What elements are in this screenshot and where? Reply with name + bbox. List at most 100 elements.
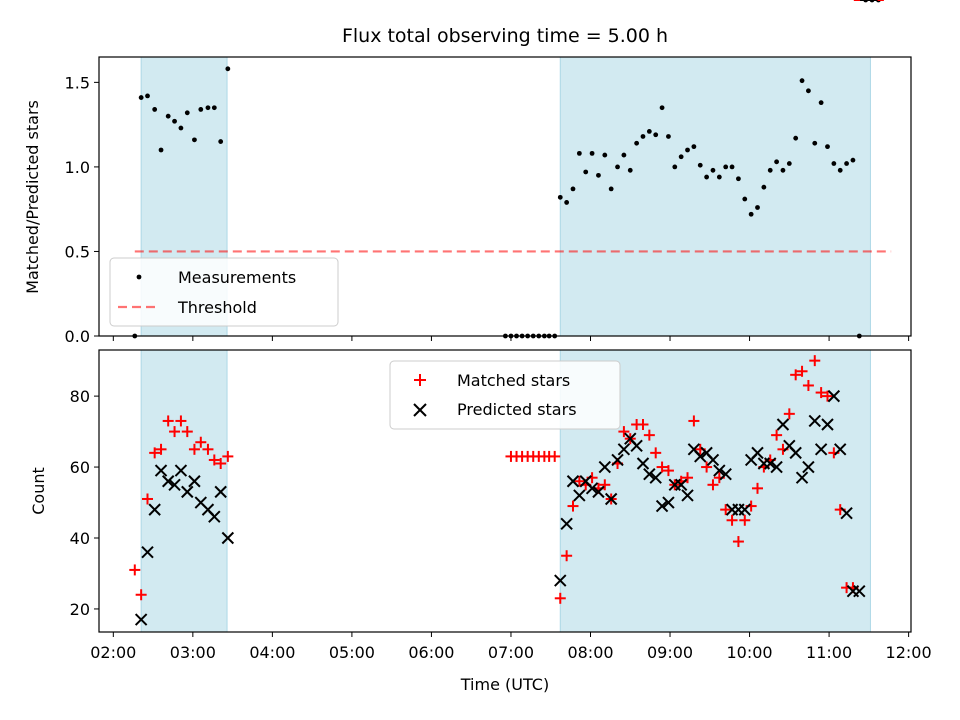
matched-star-point: [752, 482, 764, 494]
measurement-point: [192, 137, 197, 143]
predicted-star-point: [681, 489, 694, 502]
predicted-star-point: [789, 446, 802, 460]
predicted-star-point: [188, 475, 201, 488]
measurement-point: [704, 174, 710, 180]
predicted-star-point: [808, 414, 821, 428]
predicted-star-point: [674, 478, 688, 491]
matched-star-point: [618, 426, 630, 438]
matched-star-point: [222, 450, 234, 462]
predicted-star-point: [713, 464, 726, 477]
x-tick-label: 12:00: [886, 643, 932, 662]
bottom-y-axis-label: Count: [29, 467, 48, 515]
measurement-point: [755, 205, 760, 210]
measurement-point: [646, 129, 652, 134]
measurement-point: [596, 172, 601, 178]
measurement-point: [697, 162, 703, 168]
measurement-point: [806, 88, 811, 94]
predicted-star-point: [566, 475, 580, 488]
measurement-point: [818, 100, 824, 106]
x-tick-label: 10:00: [726, 643, 772, 662]
top-x-ticks: [112, 336, 910, 341]
matched-star-point: [142, 493, 154, 505]
predicted-star-point: [643, 467, 656, 481]
matched-star-point: [169, 426, 181, 438]
predicted-star-point: [592, 485, 605, 499]
top-axes-frame: [98, 56, 912, 337]
matched-star-point: [739, 514, 751, 526]
predicted-star-point: [827, 389, 841, 403]
matched-star-point: [650, 447, 662, 459]
measurement-point: [736, 176, 741, 182]
predicted-star-point: [655, 499, 669, 513]
matched-star-point: [796, 365, 808, 377]
measurement-point: [165, 113, 171, 119]
measurement-point: [653, 132, 659, 138]
matched-star-point: [783, 408, 795, 420]
measurement-point: [748, 211, 754, 217]
predicted-star-point: [604, 492, 618, 506]
measurement-point: [583, 169, 589, 175]
matched-star-point: [802, 379, 814, 391]
matched-star-point: [732, 536, 744, 548]
top-legend: Measurements Threshold: [109, 257, 339, 327]
predicted-star-point: [573, 489, 586, 502]
measurement-point: [825, 144, 830, 150]
measurement-point: [178, 125, 184, 131]
matched-star-point: [149, 447, 161, 459]
measurement-point: [557, 194, 563, 200]
matched-star-point: [688, 415, 700, 427]
matched-star-point: [129, 564, 141, 576]
matched-star-point: [701, 461, 713, 473]
measurement-point: [723, 164, 729, 170]
predicted-star-point: [649, 471, 662, 484]
predicted-star-point: [611, 453, 624, 467]
measurement-point: [634, 140, 640, 146]
predicted-star-point: [636, 457, 650, 470]
y-tick-label: 0.0: [65, 327, 90, 346]
predicted-star-point: [840, 506, 853, 520]
bottom-shaded-regions: [140, 349, 871, 633]
measurement-point: [570, 186, 576, 192]
measurement-point: [812, 140, 818, 146]
matched-star-point: [815, 387, 827, 399]
shaded-interval-1: [140, 349, 228, 633]
measurement-point: [198, 107, 204, 112]
predicted-star-point: [154, 464, 168, 477]
threshold-legend-label: Threshold: [177, 298, 257, 317]
predicted-star-point: [214, 485, 227, 499]
measurement-point: [211, 105, 217, 111]
predicted-star-point: [814, 443, 828, 456]
predicted-star-point: [764, 457, 777, 470]
top-y-axis-label: Matched/Predicted stars: [23, 100, 42, 294]
predicted-star-point: [168, 478, 181, 491]
measurement-point: [793, 135, 799, 141]
matched-star-point: [790, 369, 802, 381]
predicted-star-point: [598, 460, 612, 474]
top-y-ticks: 0.0 0.5 1.0 1.5: [65, 73, 99, 346]
predicted-star-point: [148, 503, 161, 516]
measurement-point: [710, 167, 716, 173]
matched-star-point: [181, 426, 193, 438]
measurement-point: [742, 196, 748, 202]
chart-title: Flux total observing time = 5.00 h: [342, 25, 668, 47]
predicted-legend-marker: [413, 403, 427, 417]
matched-star-point: [809, 355, 821, 367]
matched-star-point: [162, 415, 174, 427]
measurement-point: [158, 147, 164, 153]
measurements-legend-label: Measurements: [178, 268, 296, 287]
measurement-point: [799, 78, 805, 84]
matched-star-point: [135, 589, 147, 601]
x-tick-label: 02:00: [90, 643, 136, 662]
measurement-point: [225, 66, 231, 72]
measurement-point: [729, 164, 735, 170]
predicted-star-point: [554, 574, 567, 587]
x-tick-label: 03:00: [170, 643, 216, 662]
predicted-star-point: [795, 471, 809, 484]
predicted-star-point: [776, 418, 790, 431]
measurement-point: [716, 174, 722, 180]
bottom-x-ticks: 02:00 03:00 04:00 05:00 06:00 07:00 08:00 09:00…: [90, 632, 932, 662]
matched-star-point: [549, 450, 561, 462]
y-tick-label: 40: [70, 529, 90, 548]
measurement-point: [780, 167, 786, 173]
